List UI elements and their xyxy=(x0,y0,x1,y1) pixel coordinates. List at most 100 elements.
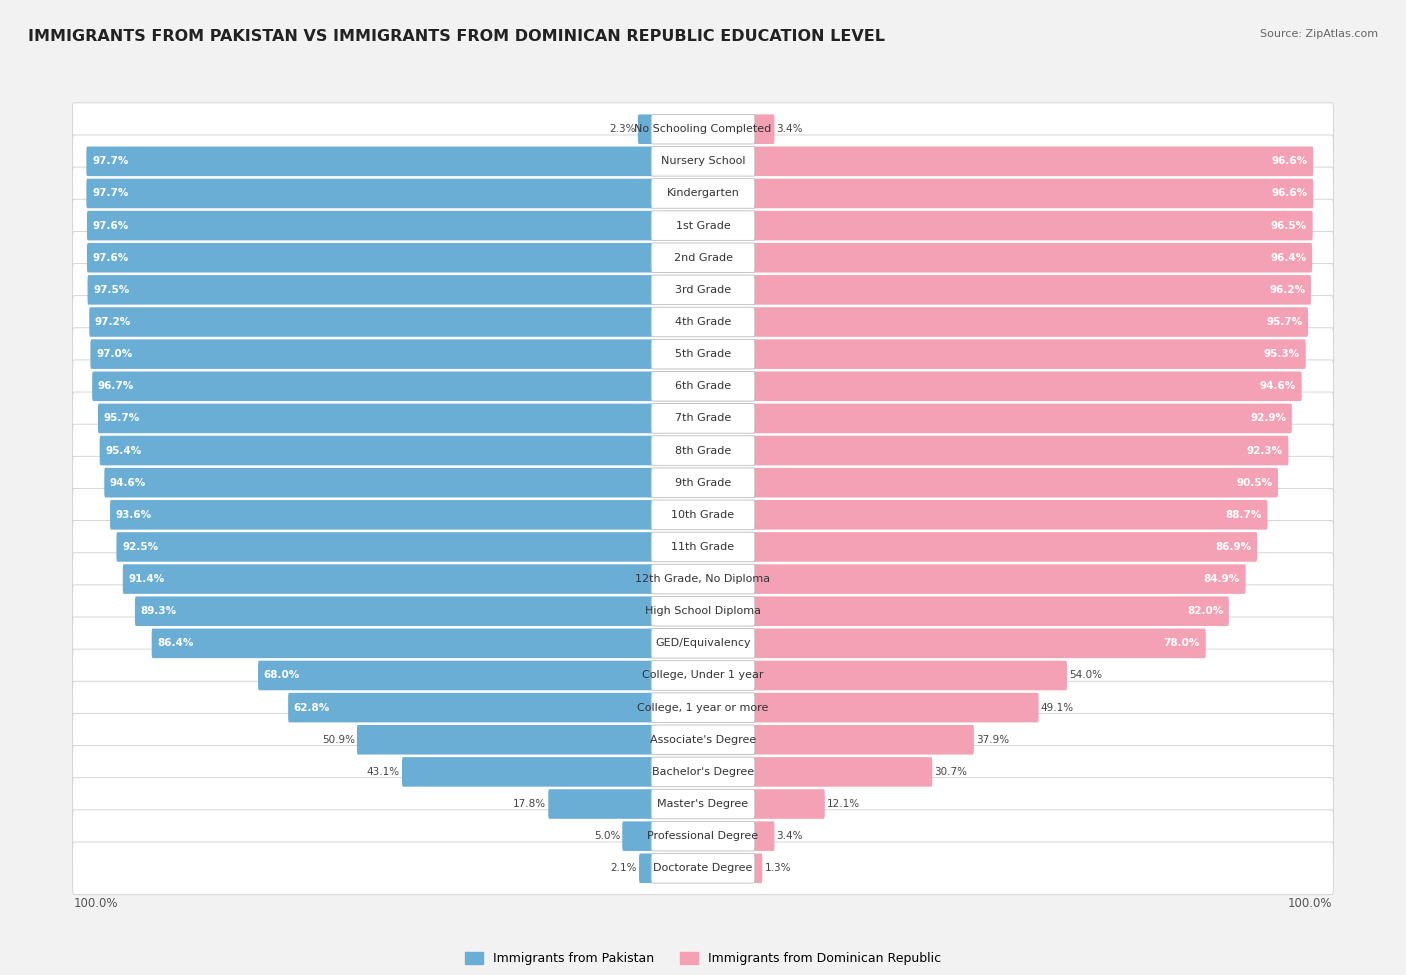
FancyBboxPatch shape xyxy=(651,339,755,369)
FancyBboxPatch shape xyxy=(89,307,652,336)
Text: GED/Equivalency: GED/Equivalency xyxy=(655,639,751,648)
FancyBboxPatch shape xyxy=(104,468,652,497)
FancyBboxPatch shape xyxy=(651,789,755,819)
FancyBboxPatch shape xyxy=(73,424,1333,477)
FancyBboxPatch shape xyxy=(73,649,1333,702)
FancyBboxPatch shape xyxy=(651,371,755,401)
Text: 97.5%: 97.5% xyxy=(93,285,129,294)
Text: 96.6%: 96.6% xyxy=(1271,188,1308,199)
FancyBboxPatch shape xyxy=(651,661,755,690)
FancyBboxPatch shape xyxy=(651,307,755,336)
Text: 95.4%: 95.4% xyxy=(105,446,142,455)
FancyBboxPatch shape xyxy=(93,371,652,401)
FancyBboxPatch shape xyxy=(288,693,652,722)
FancyBboxPatch shape xyxy=(651,243,755,273)
FancyBboxPatch shape xyxy=(73,360,1333,412)
FancyBboxPatch shape xyxy=(754,693,1039,722)
FancyBboxPatch shape xyxy=(651,114,755,144)
FancyBboxPatch shape xyxy=(87,211,652,241)
Text: 100.0%: 100.0% xyxy=(75,897,118,910)
FancyBboxPatch shape xyxy=(86,178,652,209)
FancyBboxPatch shape xyxy=(754,565,1246,594)
Text: 88.7%: 88.7% xyxy=(1226,510,1263,520)
Text: 78.0%: 78.0% xyxy=(1164,639,1201,648)
Text: College, 1 year or more: College, 1 year or more xyxy=(637,703,769,713)
Text: 7th Grade: 7th Grade xyxy=(675,413,731,423)
FancyBboxPatch shape xyxy=(651,404,755,433)
FancyBboxPatch shape xyxy=(754,661,1067,690)
FancyBboxPatch shape xyxy=(651,597,755,626)
FancyBboxPatch shape xyxy=(754,758,932,787)
FancyBboxPatch shape xyxy=(117,532,652,562)
Text: 92.5%: 92.5% xyxy=(122,542,159,552)
Text: 5.0%: 5.0% xyxy=(593,831,620,841)
FancyBboxPatch shape xyxy=(651,693,755,722)
FancyBboxPatch shape xyxy=(651,468,755,497)
Text: 62.8%: 62.8% xyxy=(294,703,330,713)
Text: 37.9%: 37.9% xyxy=(976,735,1010,745)
Text: 94.6%: 94.6% xyxy=(1260,381,1296,391)
FancyBboxPatch shape xyxy=(754,436,1288,465)
FancyBboxPatch shape xyxy=(73,263,1333,316)
Text: 4th Grade: 4th Grade xyxy=(675,317,731,327)
FancyBboxPatch shape xyxy=(651,275,755,304)
Text: 96.5%: 96.5% xyxy=(1271,220,1308,231)
Text: 95.7%: 95.7% xyxy=(104,413,139,423)
Text: Professional Degree: Professional Degree xyxy=(647,831,759,841)
Text: Bachelor's Degree: Bachelor's Degree xyxy=(652,767,754,777)
Text: 49.1%: 49.1% xyxy=(1040,703,1074,713)
Text: No Schooling Completed: No Schooling Completed xyxy=(634,124,772,135)
Text: 5th Grade: 5th Grade xyxy=(675,349,731,359)
Text: 6th Grade: 6th Grade xyxy=(675,381,731,391)
Text: 1st Grade: 1st Grade xyxy=(676,220,730,231)
Text: 8th Grade: 8th Grade xyxy=(675,446,731,455)
FancyBboxPatch shape xyxy=(73,392,1333,445)
Text: 86.4%: 86.4% xyxy=(157,639,194,648)
FancyBboxPatch shape xyxy=(754,789,825,819)
FancyBboxPatch shape xyxy=(651,853,755,883)
FancyBboxPatch shape xyxy=(73,585,1333,638)
FancyBboxPatch shape xyxy=(754,725,974,755)
FancyBboxPatch shape xyxy=(73,521,1333,573)
Text: 30.7%: 30.7% xyxy=(935,767,967,777)
FancyBboxPatch shape xyxy=(651,532,755,562)
FancyBboxPatch shape xyxy=(73,231,1333,284)
Text: 95.7%: 95.7% xyxy=(1267,317,1302,327)
FancyBboxPatch shape xyxy=(122,565,652,594)
Text: Source: ZipAtlas.com: Source: ZipAtlas.com xyxy=(1260,29,1378,39)
FancyBboxPatch shape xyxy=(86,146,652,176)
FancyBboxPatch shape xyxy=(73,746,1333,799)
Text: 3.4%: 3.4% xyxy=(776,124,803,135)
Text: 3.4%: 3.4% xyxy=(776,831,803,841)
Text: 97.0%: 97.0% xyxy=(96,349,132,359)
FancyBboxPatch shape xyxy=(90,339,652,369)
Text: 96.7%: 96.7% xyxy=(98,381,134,391)
Text: 93.6%: 93.6% xyxy=(115,510,152,520)
FancyBboxPatch shape xyxy=(651,758,755,787)
Text: 43.1%: 43.1% xyxy=(367,767,399,777)
Text: 54.0%: 54.0% xyxy=(1069,671,1102,681)
Text: 84.9%: 84.9% xyxy=(1204,574,1240,584)
Text: 1.3%: 1.3% xyxy=(765,863,792,874)
Text: 92.9%: 92.9% xyxy=(1250,413,1286,423)
FancyBboxPatch shape xyxy=(651,146,755,176)
Text: 97.6%: 97.6% xyxy=(93,220,129,231)
FancyBboxPatch shape xyxy=(73,810,1333,863)
FancyBboxPatch shape xyxy=(754,597,1229,626)
FancyBboxPatch shape xyxy=(754,532,1257,562)
FancyBboxPatch shape xyxy=(754,629,1206,658)
FancyBboxPatch shape xyxy=(135,597,652,626)
FancyBboxPatch shape xyxy=(259,661,652,690)
FancyBboxPatch shape xyxy=(548,789,652,819)
Text: High School Diploma: High School Diploma xyxy=(645,606,761,616)
Text: 95.3%: 95.3% xyxy=(1264,349,1301,359)
FancyBboxPatch shape xyxy=(73,778,1333,831)
FancyBboxPatch shape xyxy=(73,617,1333,670)
Text: 94.6%: 94.6% xyxy=(110,478,146,488)
Text: 12th Grade, No Diploma: 12th Grade, No Diploma xyxy=(636,574,770,584)
FancyBboxPatch shape xyxy=(754,243,1312,273)
Text: 97.2%: 97.2% xyxy=(96,317,131,327)
Text: Doctorate Degree: Doctorate Degree xyxy=(654,863,752,874)
Text: 97.6%: 97.6% xyxy=(93,253,129,262)
Text: 2.1%: 2.1% xyxy=(610,863,637,874)
